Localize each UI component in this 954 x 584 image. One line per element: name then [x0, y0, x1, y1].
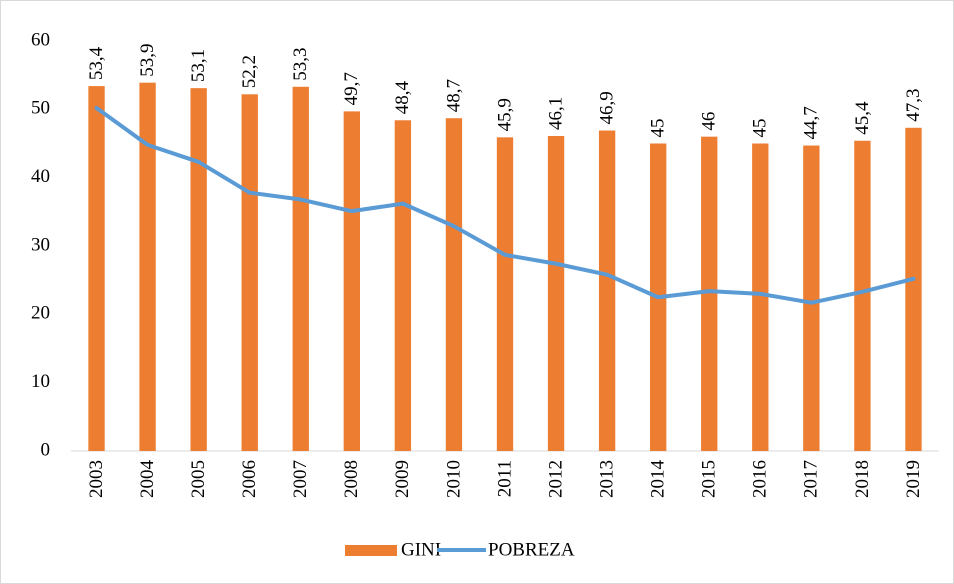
x-tick-label: 2008 — [341, 460, 362, 498]
bar — [88, 86, 105, 451]
data-label: 48,4 — [392, 81, 413, 115]
data-label: 46,9 — [596, 91, 617, 124]
x-tick-label: 2018 — [852, 460, 873, 498]
y-tick-label: 40 — [31, 166, 50, 187]
data-label: 53,9 — [137, 43, 158, 76]
x-tick-label: 2015 — [699, 460, 720, 498]
x-tick-label: 2004 — [137, 460, 158, 499]
bar — [190, 88, 207, 452]
y-tick-label: 0 — [41, 439, 51, 460]
data-label: 47,3 — [903, 89, 924, 122]
legend-label: GINI — [401, 539, 441, 560]
x-tick-label: 2011 — [494, 460, 515, 497]
data-label: 44,7 — [801, 106, 822, 139]
data-label: 45,9 — [494, 98, 515, 131]
bar — [854, 140, 871, 451]
bar — [394, 120, 412, 452]
bar — [803, 145, 820, 452]
x-tick-label: 2009 — [392, 460, 413, 498]
data-label: 46 — [699, 112, 720, 131]
data-label: 45 — [750, 119, 771, 138]
data-label: 53,3 — [290, 48, 311, 81]
legend-swatch — [345, 545, 397, 556]
data-label: 48,7 — [443, 79, 464, 112]
legend: GINI POBREZA — [345, 539, 575, 560]
data-label: 52,2 — [239, 55, 260, 88]
x-tick-label: 2005 — [188, 460, 209, 498]
data-label: 46,1 — [545, 97, 566, 130]
bar — [241, 94, 258, 452]
legend-label: POBREZA — [488, 539, 575, 560]
bar — [445, 118, 463, 451]
data-label: 49,7 — [341, 72, 362, 105]
y-tick-label: 30 — [31, 234, 50, 255]
line — [94, 105, 916, 305]
x-tick-label: 2019 — [903, 460, 924, 498]
bar — [292, 86, 309, 452]
bar — [496, 137, 514, 451]
y-tick-label: 50 — [31, 98, 50, 119]
bar — [701, 136, 718, 451]
y-tick-label: 10 — [31, 371, 50, 392]
x-tick-label: 2016 — [750, 460, 771, 498]
data-label: 53,1 — [188, 49, 209, 82]
x-tick-label: 2012 — [545, 460, 566, 498]
x-tick-label: 2006 — [239, 460, 260, 498]
bar — [139, 82, 156, 451]
x-tick-label: 2003 — [86, 460, 107, 498]
x-tick-label: 2017 — [801, 460, 822, 498]
y-tick-label: 20 — [31, 303, 50, 324]
x-tick-label: 2013 — [596, 460, 617, 498]
y-tick-label: 60 — [31, 29, 50, 50]
bar — [598, 130, 616, 451]
data-label: 45,4 — [852, 101, 873, 135]
bar — [752, 143, 769, 451]
bar — [547, 135, 565, 451]
x-tick-label: 2007 — [290, 460, 311, 498]
x-tick-label: 2010 — [443, 460, 464, 498]
bar — [343, 111, 360, 451]
x-tick-label: 2014 — [648, 460, 669, 499]
bar — [905, 127, 922, 452]
data-label: 45 — [648, 119, 669, 138]
data-label: 53,4 — [86, 46, 107, 80]
